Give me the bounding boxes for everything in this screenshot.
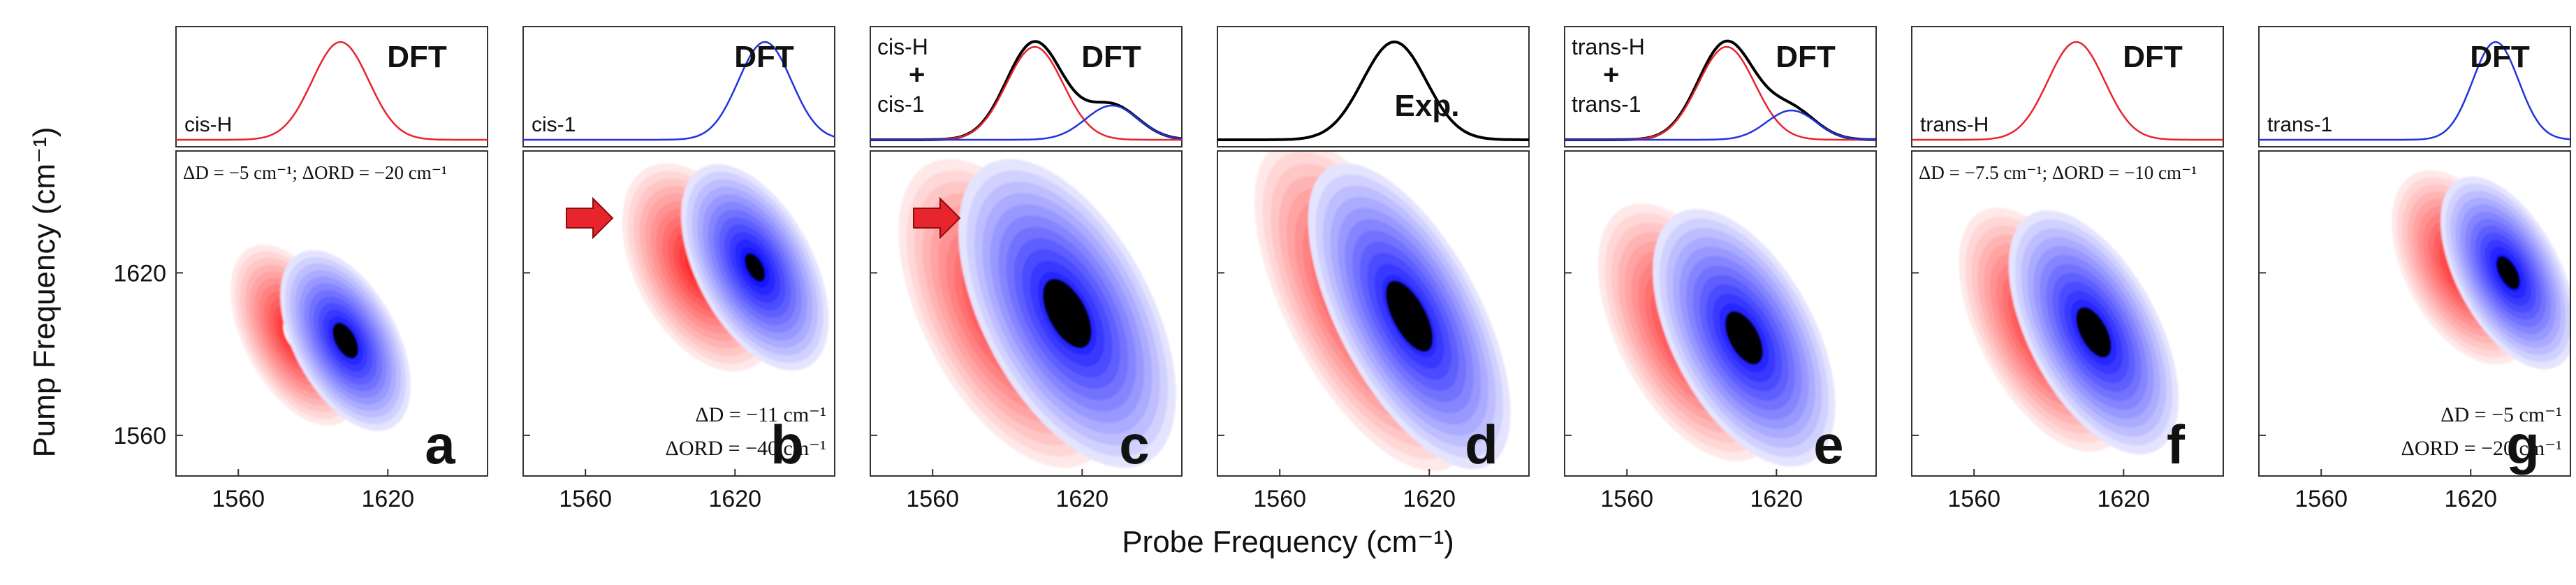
top-spectrum-frame: [2258, 26, 2571, 147]
spectrum-title: DFT: [734, 40, 794, 74]
contour-frame: [2258, 150, 2571, 477]
x-tick-label: 1560: [1600, 486, 1653, 512]
y-tick-label: 1620: [113, 260, 166, 287]
annotation-parameters: ΔD = −7.5 cm⁻¹; ΔORD = −10 cm⁻¹: [1919, 162, 2197, 183]
x-tick-label: 1620: [361, 486, 414, 512]
panel-letter: a: [425, 414, 455, 475]
spectrum-curve-red: [1912, 41, 2223, 141]
y-tick-label: 1560: [113, 423, 166, 449]
contour-layer: [1959, 208, 2179, 455]
spectrum-curve-red: [176, 41, 488, 141]
contour-layer: [2392, 170, 2570, 370]
contour-frame: [522, 150, 835, 477]
saturated-peak-black: [1042, 278, 1092, 349]
annotation-parameters: ΔD = −11 cm⁻¹: [695, 403, 826, 426]
saturated-peak-black: [1385, 280, 1433, 352]
spectrum-curve-blue: [523, 41, 835, 141]
x-tick-label: 1620: [708, 486, 761, 512]
spectrum-curve-blue: [2259, 41, 2571, 141]
saturated-peak-black: [2076, 307, 2112, 358]
spectrum-label: +: [1603, 59, 1619, 90]
panel-g: DFT trans-1 1560 1620 gΔD = −5 cm⁻¹ ΔORD = −2…: [2258, 26, 2571, 512]
contour-layer: [230, 245, 411, 431]
spectrum-label: trans-1: [2267, 113, 2332, 136]
spectrum-label: cis-H: [877, 34, 928, 59]
spectrum-title: Exp.: [1395, 89, 1460, 123]
arrow-icon: [566, 196, 614, 240]
saturated-peak-black: [1725, 311, 1764, 365]
y-axis-label: Pump Frequency (cm⁻¹): [27, 127, 61, 457]
annotation-parameters: ΔORD = −20 cm⁻¹: [2401, 437, 2562, 460]
contour-frame: [1217, 150, 1530, 477]
contour-layer: [1597, 203, 1836, 467]
spectrum-title: DFT: [2123, 40, 2183, 74]
saturated-peak-black: [745, 253, 766, 282]
spectrum-title: DFT: [1081, 40, 1141, 74]
panel-letter: g: [2506, 414, 2540, 475]
spectrum-title: DFT: [1776, 40, 1836, 74]
x-tick-label: 1560: [212, 486, 265, 512]
panel-letter: d: [1465, 414, 1498, 475]
saturated-peak-black: [2496, 256, 2520, 290]
x-tick-label: 1560: [559, 486, 612, 512]
x-tick-label: 1620: [2444, 486, 2497, 512]
panel-a: DFT cis-H 1560 1620 1620 1560 a ΔD = −5 cm⁻¹; Δ…: [113, 26, 488, 512]
spectrum-label: trans-1: [1572, 92, 1641, 117]
contour-layer: [898, 159, 1176, 468]
spectrum-label: cis-H: [184, 113, 232, 136]
x-tick-label: 1620: [2097, 486, 2150, 512]
panel-e: DFT trans-H+trans-1 1560 1620 e: [1564, 26, 1877, 512]
arrow-icon: [913, 196, 961, 240]
panel-letter: c: [1119, 414, 1149, 475]
panel-d: Exp. 1560 1620 d: [1217, 26, 1530, 512]
spectrum-curve-black: [1217, 40, 1529, 141]
contour-frame: [870, 150, 1183, 477]
panel-c: DFT cis-H+cis-1 1560 1620 c: [870, 26, 1183, 512]
saturated-peak-black: [332, 322, 359, 359]
annotation-parameters: ΔD = −5 cm⁻¹: [2440, 403, 2562, 426]
panel-b: DFT cis-1 1560 1620 bΔD = −11 cm⁻¹ ΔORD = −40…: [522, 26, 835, 512]
x-axis-label: Probe Frequency (cm⁻¹): [1122, 525, 1454, 559]
x-tick-label: 1620: [1750, 486, 1803, 512]
x-tick-label: 1560: [2295, 486, 2348, 512]
spectrum-title: DFT: [2470, 40, 2530, 74]
spectrum-label: cis-1: [532, 113, 576, 136]
contour-layer: [622, 163, 829, 372]
top-spectrum-frame: [870, 26, 1183, 147]
spectrum-label: +: [909, 59, 925, 90]
x-tick-label: 1620: [1055, 486, 1108, 512]
top-spectrum-frame: [522, 26, 835, 147]
annotation-parameters: ΔD = −5 cm⁻¹; ΔORD = −20 cm⁻¹: [183, 162, 447, 183]
spectrum-title: DFT: [387, 40, 447, 74]
x-tick-label: 1620: [1403, 486, 1456, 512]
panel-letter: e: [1813, 414, 1843, 475]
annotation-parameters: ΔORD = −40 cm⁻¹: [666, 437, 826, 460]
top-spectrum-frame: [1217, 26, 1530, 147]
contour-frame: [175, 150, 488, 477]
spectrum-curve-blue: [1565, 109, 1877, 141]
contour-frame: [1911, 150, 2224, 477]
panel-letter: f: [2167, 414, 2186, 475]
x-tick-label: 1560: [906, 486, 959, 512]
contour-layer: [1254, 151, 1511, 471]
panel-f: DFT trans-H 1560 1620 f ΔD = −7.5 cm⁻¹; ΔORD …: [1911, 26, 2224, 512]
x-tick-label: 1560: [1947, 486, 2000, 512]
panel-letter: b: [770, 414, 804, 475]
spectrum-label: cis-1: [877, 92, 925, 117]
spectrum-label: trans-H: [1920, 113, 1989, 136]
contour-frame: [1564, 150, 1877, 477]
spectrum-label: trans-H: [1572, 34, 1645, 59]
spectrum-curve-blue: [870, 104, 1183, 141]
x-tick-label: 1560: [1253, 486, 1306, 512]
